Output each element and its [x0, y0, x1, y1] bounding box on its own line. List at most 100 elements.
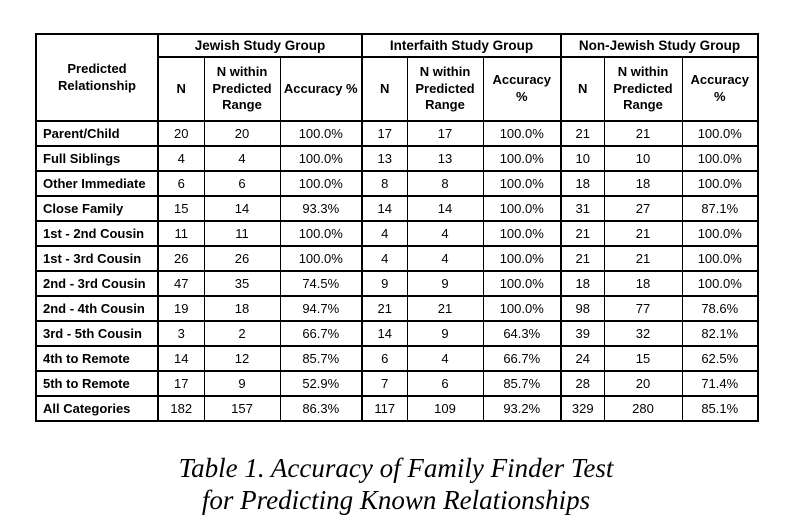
- cell-n: 20: [157, 120, 205, 147]
- cell-accuracy: 100.0%: [482, 145, 562, 172]
- cell-n-within: 12: [203, 345, 281, 372]
- row-label: Full Siblings: [35, 145, 159, 172]
- accuracy-table: Predicted Relationship Jewish Study Grou…: [35, 33, 759, 422]
- cell-n: 18: [560, 170, 605, 197]
- cell-accuracy: 100.0%: [482, 220, 562, 247]
- cell-accuracy: 52.9%: [279, 370, 363, 397]
- cell-n: 7: [361, 370, 408, 397]
- table-row: 2nd - 4th Cousin 19 18 94.7% 21 21 100.0…: [35, 295, 759, 322]
- cell-n-within: 35: [203, 270, 281, 297]
- cell-accuracy: 100.0%: [681, 120, 759, 147]
- cell-n-within: 13: [406, 145, 484, 172]
- cell-n: 4: [157, 145, 205, 172]
- cell-n-within: 77: [603, 295, 683, 322]
- cell-n: 6: [361, 345, 408, 372]
- table-row: Other Immediate 6 6 100.0% 8 8 100.0% 18…: [35, 170, 759, 197]
- cell-accuracy: 100.0%: [482, 295, 562, 322]
- cell-n-within: 2: [203, 320, 281, 347]
- cell-n-within: 15: [603, 345, 683, 372]
- cell-n-within: 20: [203, 120, 281, 147]
- group-header-jewish: Jewish Study Group: [157, 33, 363, 58]
- cell-n-within: 20: [603, 370, 683, 397]
- table-row: 5th to Remote 17 9 52.9% 7 6 85.7% 28 20…: [35, 370, 759, 397]
- cell-accuracy: 71.4%: [681, 370, 759, 397]
- cell-n: 19: [157, 295, 205, 322]
- group-header-non-jewish: Non-Jewish Study Group: [560, 33, 759, 58]
- cell-accuracy: 100.0%: [279, 170, 363, 197]
- cell-n-within: 4: [406, 220, 484, 247]
- cell-n: 17: [361, 120, 408, 147]
- row-label: Parent/Child: [35, 120, 159, 147]
- cell-accuracy: 62.5%: [681, 345, 759, 372]
- table-row: 1st - 2nd Cousin 11 11 100.0% 4 4 100.0%…: [35, 220, 759, 247]
- row-label: 1st - 3rd Cousin: [35, 245, 159, 272]
- table-row: Parent/Child 20 20 100.0% 17 17 100.0% 2…: [35, 120, 759, 147]
- sub-header-row: N N within Predicted Range Accuracy % N …: [36, 56, 759, 122]
- cell-n: 98: [560, 295, 605, 322]
- caption-line-2: for Predicting Known Relationships: [201, 485, 591, 516]
- col-header-n: N: [560, 56, 605, 122]
- cell-n-within: 18: [603, 170, 683, 197]
- col-header-accuracy: Accuracy %: [681, 56, 759, 122]
- cell-n-within: 9: [406, 320, 484, 347]
- cell-n: 18: [560, 270, 605, 297]
- cell-n-within: 4: [203, 145, 281, 172]
- cell-accuracy: 64.3%: [482, 320, 562, 347]
- cell-n-within: 21: [406, 295, 484, 322]
- cell-accuracy: 93.3%: [279, 195, 363, 222]
- cell-n-within: 8: [406, 170, 484, 197]
- cell-n-within: 280: [603, 395, 683, 422]
- cell-accuracy: 94.7%: [279, 295, 363, 322]
- table-row: 3rd - 5th Cousin 3 2 66.7% 14 9 64.3% 39…: [35, 320, 759, 347]
- cell-accuracy: 66.7%: [482, 345, 562, 372]
- cell-accuracy: 100.0%: [279, 220, 363, 247]
- cell-n: 31: [560, 195, 605, 222]
- col-header-n-within: N within Predicted Range: [603, 56, 683, 122]
- table-caption: Table 1. Accuracy of Family Finder Test …: [0, 452, 792, 517]
- cell-n: 182: [157, 395, 205, 422]
- col-header-n: N: [157, 56, 205, 122]
- cell-n: 21: [560, 220, 605, 247]
- cell-n: 6: [157, 170, 205, 197]
- table-row: Full Siblings 4 4 100.0% 13 13 100.0% 10…: [35, 145, 759, 172]
- cell-accuracy: 74.5%: [279, 270, 363, 297]
- cell-n-within: 18: [603, 270, 683, 297]
- cell-n: 21: [560, 245, 605, 272]
- table-row: 2nd - 3rd Cousin 47 35 74.5% 9 9 100.0% …: [35, 270, 759, 297]
- cell-n-within: 26: [203, 245, 281, 272]
- cell-n-within: 14: [203, 195, 281, 222]
- cell-n-within: 10: [603, 145, 683, 172]
- cell-n-within: 21: [603, 120, 683, 147]
- cell-accuracy: 100.0%: [482, 120, 562, 147]
- table-row: Close Family 15 14 93.3% 14 14 100.0% 31…: [35, 195, 759, 222]
- cell-accuracy: 100.0%: [279, 120, 363, 147]
- caption-line-1: Table 1. Accuracy of Family Finder Test: [178, 453, 614, 483]
- cell-n: 26: [157, 245, 205, 272]
- row-label: 1st - 2nd Cousin: [35, 220, 159, 247]
- cell-accuracy: 100.0%: [681, 270, 759, 297]
- cell-accuracy: 85.7%: [482, 370, 562, 397]
- cell-n-within: 14: [406, 195, 484, 222]
- cell-n-within: 4: [406, 345, 484, 372]
- cell-n-within: 109: [406, 395, 484, 422]
- cell-n: 24: [560, 345, 605, 372]
- row-label: 4th to Remote: [35, 345, 159, 372]
- cell-n-within: 21: [603, 245, 683, 272]
- cell-accuracy: 86.3%: [279, 395, 363, 422]
- cell-accuracy: 100.0%: [681, 220, 759, 247]
- cell-accuracy: 100.0%: [681, 245, 759, 272]
- row-label: 3rd - 5th Cousin: [35, 320, 159, 347]
- cell-n: 14: [361, 195, 408, 222]
- row-label: Close Family: [35, 195, 159, 222]
- col-header-accuracy: Accuracy %: [482, 56, 562, 122]
- cell-n: 8: [361, 170, 408, 197]
- corner-header: Predicted Relationship: [35, 33, 159, 122]
- cell-n: 117: [361, 395, 408, 422]
- cell-accuracy: 100.0%: [482, 245, 562, 272]
- cell-accuracy: 85.7%: [279, 345, 363, 372]
- cell-accuracy: 100.0%: [279, 245, 363, 272]
- cell-n: 21: [560, 120, 605, 147]
- cell-n: 4: [361, 220, 408, 247]
- cell-n: 39: [560, 320, 605, 347]
